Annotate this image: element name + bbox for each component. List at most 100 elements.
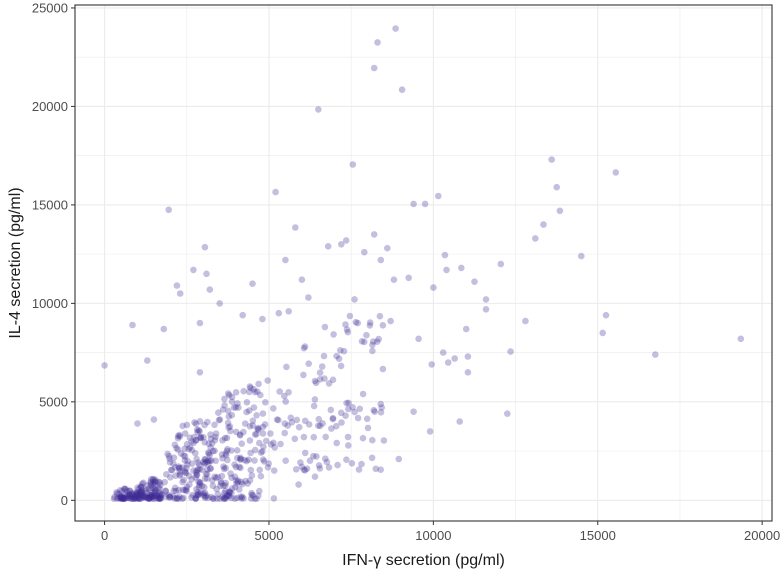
scatter-point [236, 432, 244, 439]
scatter-point [201, 421, 208, 429]
scatter-point [204, 475, 211, 482]
scatter-point [464, 369, 472, 376]
scatter-point [248, 472, 256, 479]
scatter-point [222, 479, 229, 487]
scatter-point [245, 456, 252, 464]
scatter-point [120, 495, 128, 503]
scatter-point [184, 461, 191, 468]
scatter-point [192, 420, 200, 428]
scatter-point [196, 369, 204, 376]
scatter-point [172, 472, 179, 480]
scatter-point [239, 480, 246, 488]
scatter-point [197, 434, 204, 442]
scatter-point [255, 439, 263, 447]
scatter-point [257, 391, 264, 399]
scatter-point [250, 404, 258, 411]
scatter-point [443, 266, 450, 274]
scatter-point [204, 466, 211, 473]
scatter-point [203, 470, 211, 478]
scatter-point [285, 389, 292, 396]
scatter-point [228, 393, 236, 401]
scatter-point [168, 466, 175, 474]
scatter-point [265, 460, 273, 467]
y-tick-label: 15000 [32, 197, 68, 212]
y-axis-title: IL-4 secretion (pg/ml) [7, 187, 24, 338]
scatter-point [222, 482, 229, 489]
scatter-point [228, 398, 236, 406]
scatter-point [282, 398, 290, 405]
scatter-point [120, 494, 127, 502]
scatter-point [240, 428, 247, 436]
scatter-point [203, 458, 211, 466]
scatter-point [138, 490, 146, 498]
scatter-point [123, 487, 131, 495]
scatter-point [235, 404, 242, 411]
scatter-point [246, 437, 254, 444]
scatter-point [202, 456, 209, 464]
scatter-point [174, 432, 182, 440]
scatter-point [310, 433, 318, 441]
scatter-point [118, 487, 126, 495]
scatter-point [209, 495, 217, 502]
scatter-point [377, 409, 385, 416]
scatter-point [192, 495, 199, 502]
scatter-point [231, 473, 239, 481]
scatter-point [218, 451, 226, 458]
scatter-point [198, 482, 206, 490]
scatter-point [227, 427, 234, 435]
scatter-point [122, 485, 129, 493]
scatter-point [344, 433, 352, 441]
scatter-point [247, 449, 254, 457]
scatter-point [156, 495, 163, 503]
scatter-point [183, 441, 191, 448]
scatter-point [338, 241, 345, 248]
scatter-point [211, 436, 219, 444]
y-tick-label: 0 [61, 493, 68, 508]
scatter-point [300, 344, 308, 352]
scatter-point [173, 444, 180, 452]
scatter-point [435, 192, 442, 200]
scatter-point [224, 491, 231, 499]
scatter-point [226, 489, 233, 496]
scatter-point [211, 421, 218, 429]
scatter-point [201, 439, 208, 446]
scatter-point [110, 495, 118, 503]
scatter-point [366, 319, 374, 326]
scatter-point [238, 478, 245, 486]
scatter-point [342, 321, 349, 328]
scatter-point [121, 495, 128, 502]
scatter-point [193, 467, 200, 475]
scatter-point [209, 447, 217, 455]
scatter-point [202, 470, 210, 478]
scatter-point [142, 487, 149, 495]
scatter-point [175, 486, 183, 494]
scatter-point [148, 493, 155, 500]
scatter-point [145, 495, 153, 502]
scatter-point [320, 352, 328, 360]
scatter-point [227, 494, 235, 502]
scatter-point [131, 494, 139, 502]
scatter-point [370, 338, 377, 345]
scatter-point [361, 338, 368, 346]
scatter-point [193, 471, 200, 479]
scatter-point [330, 331, 337, 338]
scatter-point [243, 457, 250, 465]
scatter-point [121, 485, 128, 492]
scatter-point [284, 422, 292, 429]
scatter-point [207, 435, 215, 443]
scatter-point [211, 447, 218, 455]
scatter-point [219, 437, 226, 444]
scatter-point [195, 478, 202, 485]
scatter-point [151, 478, 159, 486]
scatter-point [344, 328, 352, 336]
scatter-point [148, 493, 156, 501]
scatter-point [144, 482, 151, 489]
scatter-point [652, 351, 659, 358]
scatter-point [343, 399, 350, 407]
scatter-point [165, 452, 173, 460]
scatter-point [219, 493, 226, 501]
scatter-point [225, 391, 233, 399]
scatter-point [196, 461, 203, 469]
scatter-point [223, 434, 231, 442]
scatter-point [430, 284, 437, 291]
